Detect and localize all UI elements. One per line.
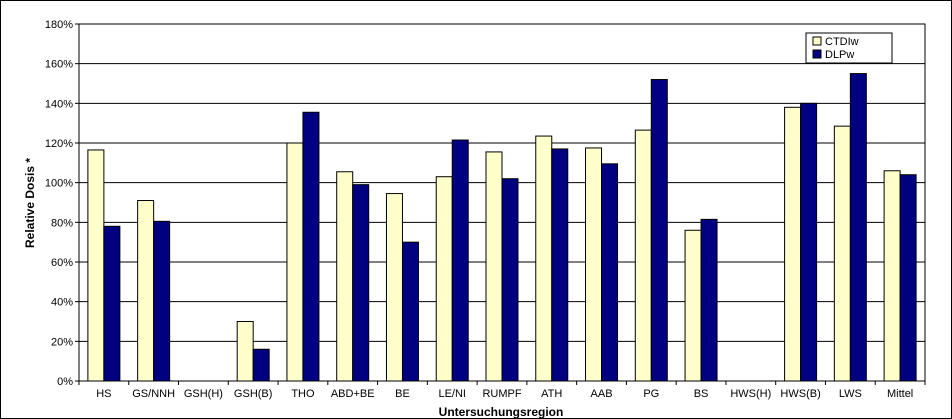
bar-dlpw xyxy=(551,148,569,382)
y-tick-label: 0% xyxy=(57,376,73,388)
bar-ctdiw xyxy=(385,193,403,382)
bar-ctdiw xyxy=(435,176,453,382)
bar-ctdiw xyxy=(236,321,254,382)
bar-ctdiw xyxy=(684,229,702,382)
x-tick-label: GS/NNH xyxy=(132,388,175,400)
x-tick-label: BS xyxy=(694,388,709,400)
x-tick-label: LWS xyxy=(839,388,862,400)
y-tick-label: 140% xyxy=(45,98,73,110)
bar-dlpw xyxy=(700,218,718,382)
legend-label-ctdiw: CTDIw xyxy=(825,36,859,48)
x-tick-label: GSH(H) xyxy=(184,388,223,400)
bar-ctdiw xyxy=(336,171,354,382)
bar-ctdiw xyxy=(833,125,851,382)
bar-ctdiw xyxy=(485,151,503,382)
y-tick-label: 60% xyxy=(51,257,73,269)
bar-dlpw xyxy=(352,184,370,382)
bar-ctdiw xyxy=(286,142,304,382)
plot-frame xyxy=(78,23,926,382)
bar-ctdiw xyxy=(137,200,155,382)
y-tick-label: 160% xyxy=(45,59,73,71)
legend-label-dlpw: DLPw xyxy=(825,49,854,61)
x-axis-title: Untersuchungsregion xyxy=(439,405,564,419)
bar-ctdiw xyxy=(634,129,652,382)
y-tick-label: 100% xyxy=(45,178,73,190)
bar-dlpw xyxy=(650,79,668,382)
x-tick-label: ABD+BE xyxy=(331,388,375,400)
bar-dlpw xyxy=(252,348,270,382)
x-tick-label: ATH xyxy=(541,388,562,400)
bar-dlpw xyxy=(153,220,171,382)
x-tick-label: RUMPF xyxy=(482,388,521,400)
x-tick-label: HWS(B) xyxy=(780,388,820,400)
bar-ctdiw xyxy=(535,135,553,382)
bar-dlpw xyxy=(501,178,519,382)
bar-ctdiw xyxy=(585,147,603,382)
bar-ctdiw xyxy=(87,149,105,382)
y-axis-title: Relative Dosis * xyxy=(23,158,37,248)
x-tick-label: HWS(H) xyxy=(730,388,771,400)
x-tick-label: GSH(B) xyxy=(234,388,273,400)
legend: CTDIw DLPw xyxy=(805,32,893,64)
legend-swatch-dlpw xyxy=(812,49,822,59)
x-tick-label: AAB xyxy=(591,388,613,400)
x-tick-label: LE/NI xyxy=(438,388,466,400)
bar-dlpw xyxy=(849,73,867,382)
bar-dlpw xyxy=(899,174,917,382)
bar-dlpw xyxy=(401,241,419,382)
bar-dlpw xyxy=(601,163,619,382)
bar-ctdiw xyxy=(784,106,802,382)
y-tick-label: 20% xyxy=(51,336,73,348)
y-tick-label: 180% xyxy=(45,19,73,31)
x-tick-label: Mittel xyxy=(887,388,913,400)
bar-dlpw xyxy=(451,139,469,382)
y-tick-label: 40% xyxy=(51,297,73,309)
bar-dlpw xyxy=(302,111,320,382)
x-tick-label: BE xyxy=(395,388,410,400)
x-tick-label: THO xyxy=(291,388,315,400)
bar-dlpw xyxy=(103,225,121,382)
bar-ctdiw xyxy=(883,170,901,382)
plot-area: 0% 20% 40% 60% 80% 100% 120% 140% 160% 180% HS GS/N… xyxy=(45,19,926,400)
bar-dlpw xyxy=(800,102,818,382)
x-tick-label: HS xyxy=(96,388,111,400)
y-tick-label: 80% xyxy=(51,217,73,229)
x-tick-label: PG xyxy=(643,388,659,400)
y-tick-label: 120% xyxy=(45,138,73,150)
legend-swatch-ctdiw xyxy=(812,36,822,46)
